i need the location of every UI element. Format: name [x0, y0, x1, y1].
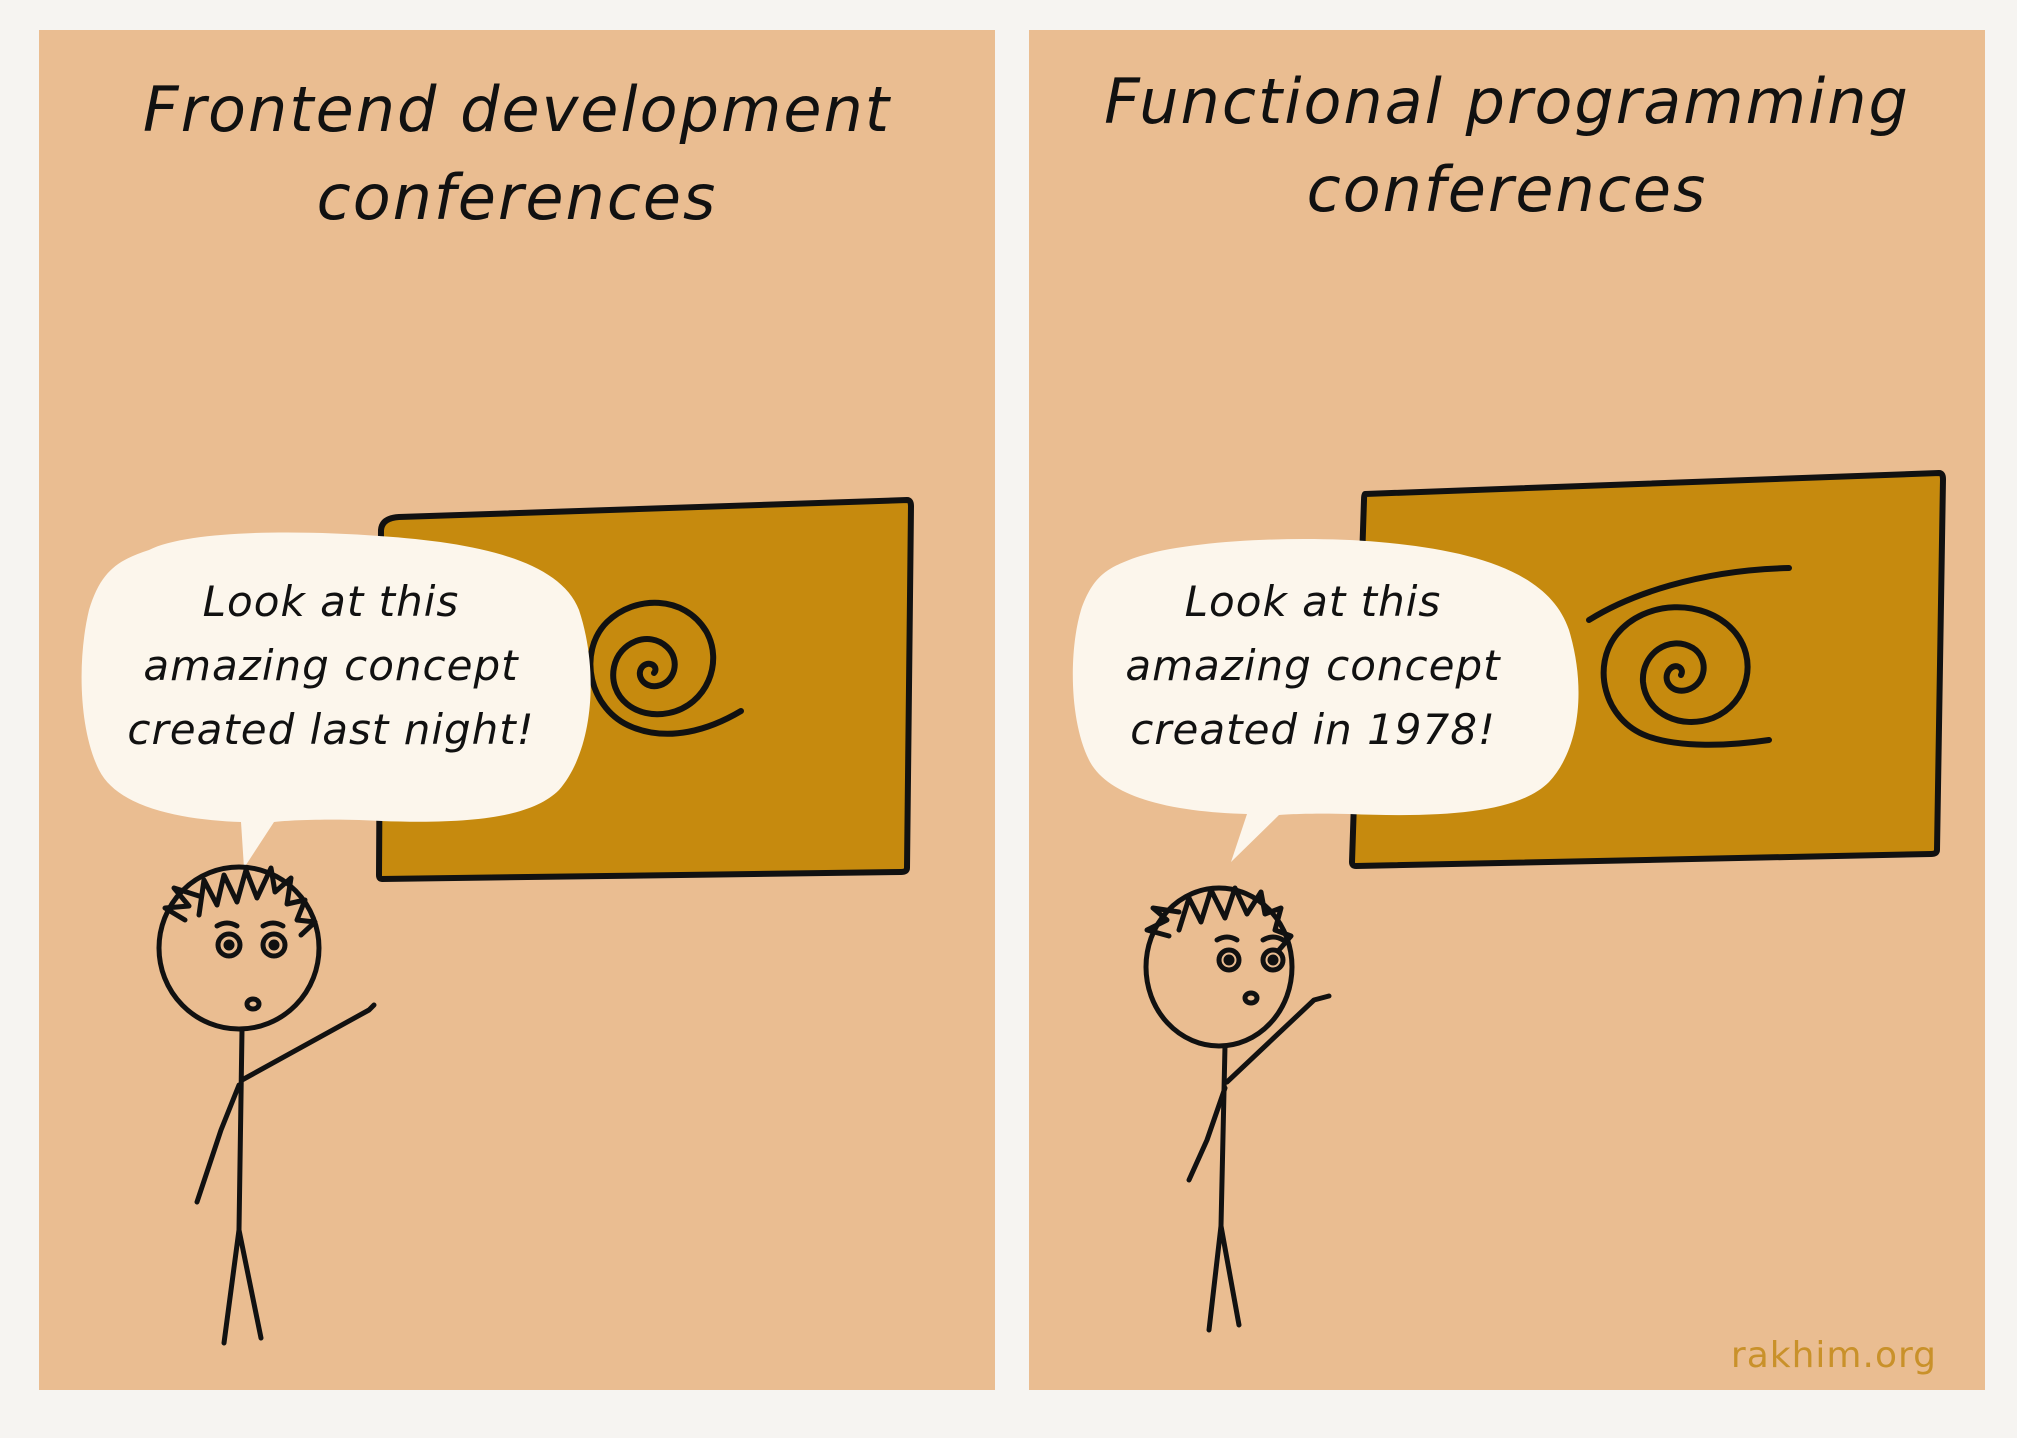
panel-title-line1: Functional programming	[1104, 65, 1910, 138]
speech-bubble-icon	[1072, 539, 1579, 862]
panel-title-line1: Frontend development	[142, 73, 892, 146]
speech-line1: Look at this	[202, 577, 460, 626]
stick-figure-icon	[156, 864, 377, 1346]
speech-text: Look at this amazing concept created in …	[1069, 570, 1557, 762]
spiral-icon	[587, 599, 744, 737]
speech-line3: created in 1978!	[1130, 705, 1496, 754]
speech-line2: amazing concept	[143, 641, 519, 690]
panel-title: Functional programming conferences	[1029, 58, 1985, 234]
speech-bubble-icon	[81, 532, 591, 868]
panel-title-line2: conferences	[316, 161, 718, 234]
panel-title: Frontend development conferences	[39, 66, 995, 242]
spiral-icon	[1586, 565, 1792, 748]
speech-line2: amazing concept	[1125, 641, 1501, 690]
speech-line1: Look at this	[1184, 577, 1442, 626]
panel-art	[81, 497, 914, 1346]
speech-text: Look at this amazing concept created las…	[87, 570, 575, 762]
panel-title-line2: conferences	[1306, 153, 1708, 226]
stick-figure-icon	[1143, 885, 1332, 1333]
watermark: rakhim.org	[1730, 1335, 1937, 1376]
comic-panel-functional: Functional programming conferences Look …	[1029, 30, 1985, 1390]
panel-art	[1072, 470, 1946, 1333]
comic-panel-frontend: Frontend development conferences Look at…	[39, 30, 995, 1390]
speech-line3: created last night!	[127, 705, 535, 754]
